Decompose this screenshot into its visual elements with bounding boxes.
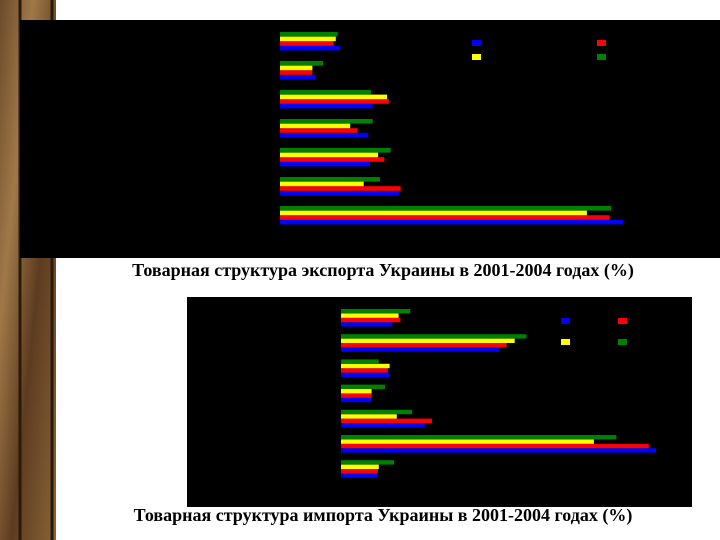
bar bbox=[280, 90, 371, 95]
chart-title: Товарная структура импорта Украины в 200… bbox=[134, 505, 633, 526]
bar bbox=[341, 338, 515, 343]
bar bbox=[341, 384, 386, 389]
bar bbox=[280, 157, 385, 162]
bar bbox=[280, 61, 324, 66]
bar bbox=[280, 74, 316, 80]
bar bbox=[341, 414, 397, 419]
bar bbox=[280, 177, 380, 182]
legend-swatch bbox=[561, 318, 570, 324]
bar bbox=[341, 439, 594, 444]
bar bbox=[280, 32, 338, 37]
bar bbox=[341, 448, 656, 453]
bar bbox=[280, 70, 313, 75]
bar bbox=[341, 317, 401, 323]
bar bbox=[341, 389, 372, 394]
bar bbox=[280, 215, 610, 220]
bar bbox=[280, 148, 391, 153]
bar bbox=[280, 119, 373, 124]
bar bbox=[341, 409, 413, 415]
bar bbox=[341, 313, 399, 318]
bar bbox=[280, 161, 370, 167]
bar bbox=[280, 132, 369, 138]
legend-swatch bbox=[618, 339, 627, 345]
bar bbox=[341, 397, 372, 403]
bar bbox=[341, 359, 379, 364]
bar bbox=[341, 464, 379, 469]
bar bbox=[341, 418, 432, 423]
bar bbox=[341, 393, 372, 398]
bar bbox=[341, 347, 500, 352]
bar bbox=[341, 423, 425, 428]
legend-swatch bbox=[561, 339, 570, 345]
bar bbox=[280, 36, 336, 42]
bar bbox=[341, 322, 393, 327]
legend-swatch bbox=[597, 54, 606, 60]
bar bbox=[280, 103, 373, 109]
bar bbox=[341, 334, 527, 339]
bar bbox=[341, 443, 649, 449]
legend-swatch bbox=[618, 318, 627, 324]
legend-swatch bbox=[472, 54, 481, 60]
bar bbox=[280, 219, 623, 225]
bar bbox=[280, 94, 388, 100]
bar bbox=[341, 435, 617, 440]
bar bbox=[341, 473, 377, 478]
bar bbox=[280, 128, 358, 133]
bar bbox=[341, 372, 390, 377]
bar bbox=[341, 460, 395, 465]
bar bbox=[280, 206, 612, 211]
bar bbox=[280, 41, 334, 46]
bar bbox=[280, 186, 401, 191]
bar bbox=[280, 99, 389, 104]
chart-title: Товарная структура экспорта Украины в 20… bbox=[132, 260, 634, 281]
bar bbox=[341, 343, 507, 348]
bar bbox=[280, 123, 351, 129]
bar bbox=[341, 309, 411, 314]
bar bbox=[280, 152, 379, 158]
bar bbox=[280, 210, 587, 216]
bar bbox=[341, 469, 378, 474]
bar bbox=[280, 181, 364, 187]
legend-swatch bbox=[472, 40, 481, 46]
bar bbox=[341, 368, 388, 373]
bar bbox=[280, 190, 399, 196]
bar bbox=[280, 65, 313, 71]
bar bbox=[341, 363, 390, 369]
plot-background bbox=[187, 297, 692, 507]
bar bbox=[280, 45, 341, 51]
legend-swatch bbox=[597, 40, 606, 46]
